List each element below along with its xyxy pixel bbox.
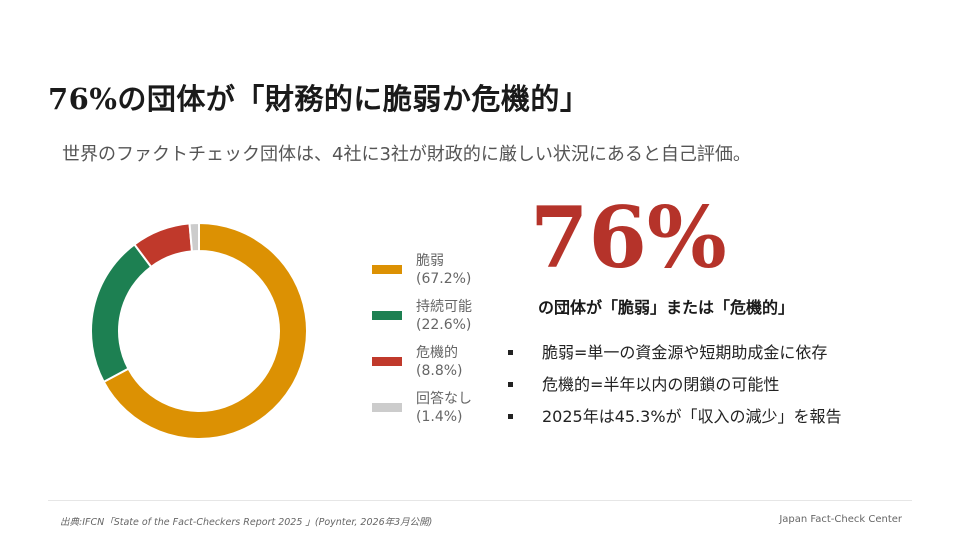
donut-slice: [188, 221, 200, 253]
legend-swatch: [372, 403, 402, 412]
legend-swatch: [372, 311, 402, 320]
headline-caption: の団体が「脆弱」または「危機的」: [538, 298, 795, 317]
brand-name: Japan Fact-Check Center: [779, 514, 902, 525]
donut-chart: [90, 221, 308, 440]
legend-label: 脆弱: [416, 253, 444, 269]
legend-value: (1.4%): [416, 409, 463, 425]
bullet-item: 2025年は45.3%が「収入の減少」を報告: [508, 406, 842, 438]
headline-percentage: 76%: [530, 188, 727, 287]
bullet-text: 危機的=半年以内の閉鎖の可能性: [542, 375, 780, 394]
bullet-text: 2025年は45.3%が「収入の減少」を報告: [542, 407, 842, 426]
footer-divider: [48, 500, 912, 501]
bullet-marker: [508, 414, 513, 419]
legend-swatch: [372, 265, 402, 274]
legend-label: 危機的: [416, 345, 458, 361]
slide-title: 76%の団体が「財務的に脆弱か危機的」: [48, 82, 590, 116]
bullet-marker: [508, 382, 513, 387]
slide-subtitle: 世界のファクトチェック団体は、4社に3社が財政的に厳しい状況にあると自己評価。: [62, 144, 751, 165]
legend-value: (67.2%): [416, 271, 472, 287]
source-citation: 出典:IFCN「State of the Fact-Checkers Repor…: [60, 517, 433, 528]
bullet-list: 脆弱=単一の資金源や短期助成金に依存 危機的=半年以内の閉鎖の可能性 2025年…: [508, 342, 842, 438]
legend-value: (22.6%): [416, 317, 472, 333]
legend-value: (8.8%): [416, 363, 463, 379]
bullet-text: 脆弱=単一の資金源や短期助成金に依存: [542, 343, 828, 362]
legend-label: 持続可能: [416, 299, 472, 315]
bullet-item: 危機的=半年以内の閉鎖の可能性: [508, 374, 842, 406]
donut-slice: [102, 221, 308, 440]
bullet-marker: [508, 350, 513, 355]
donut-slice: [90, 243, 153, 384]
legend-swatch: [372, 357, 402, 366]
bullet-item: 脆弱=単一の資金源や短期助成金に依存: [508, 342, 842, 374]
legend-label: 回答なし: [416, 391, 472, 407]
